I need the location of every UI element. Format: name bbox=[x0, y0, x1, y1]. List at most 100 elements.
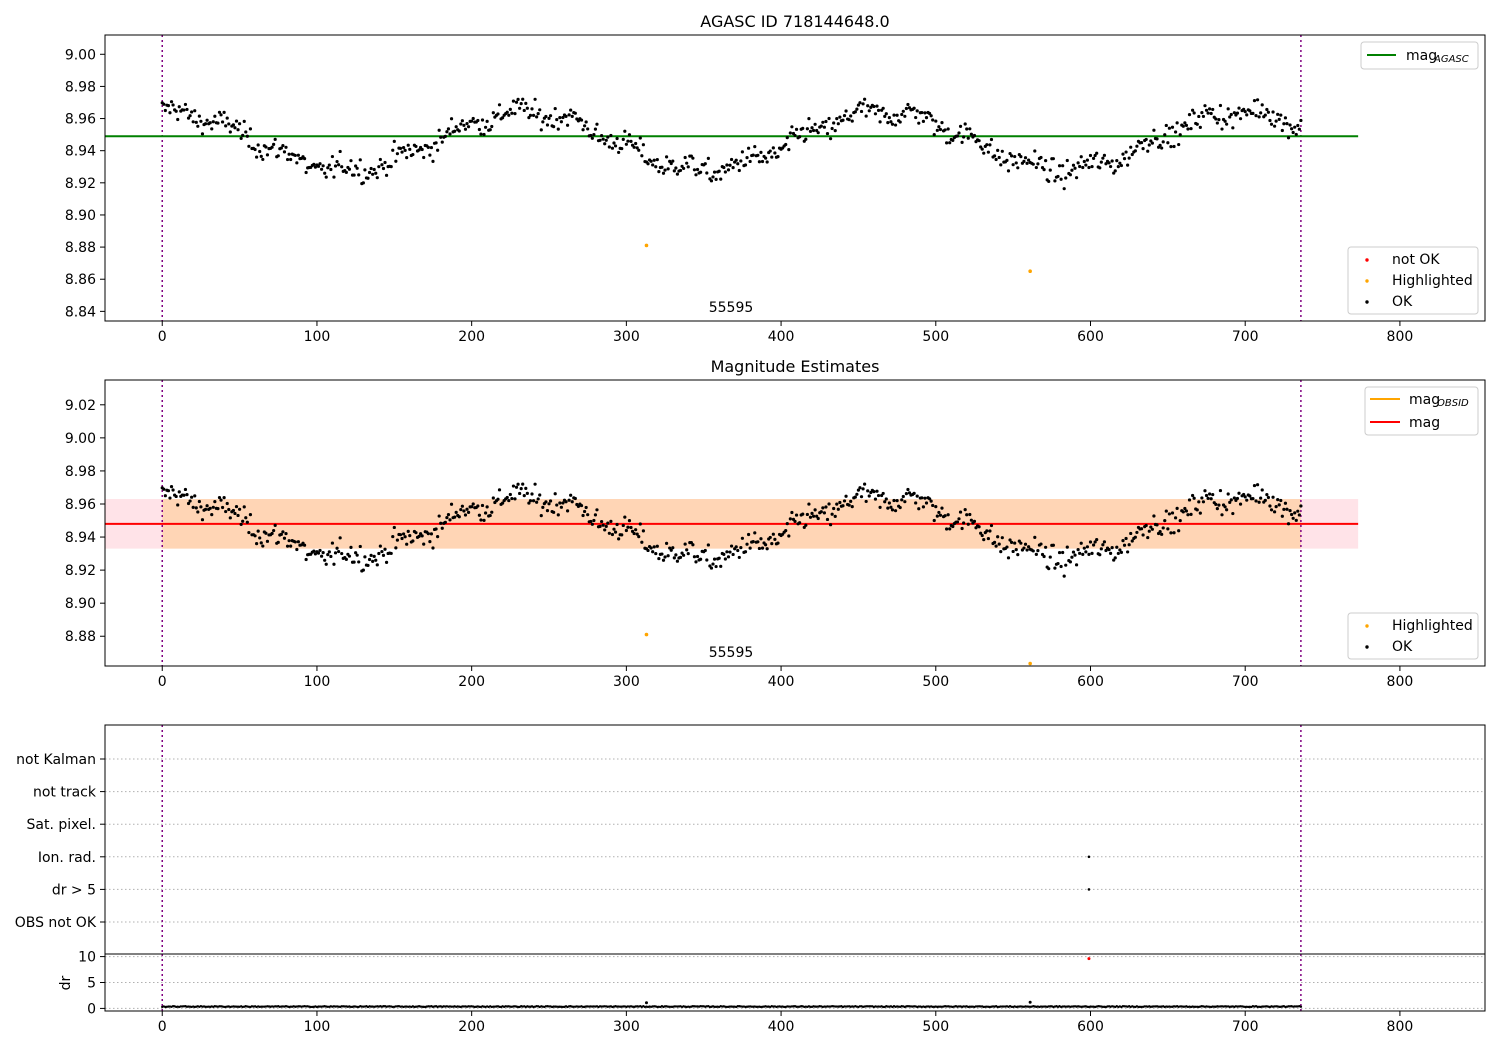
ok-point bbox=[197, 114, 201, 118]
ok-point bbox=[163, 108, 167, 113]
ok-point bbox=[186, 116, 191, 120]
ok-point bbox=[595, 508, 599, 512]
ok-point bbox=[864, 499, 868, 504]
ok-point bbox=[367, 557, 372, 562]
ok-point bbox=[706, 156, 710, 160]
ok-point bbox=[951, 138, 955, 143]
ok-point bbox=[906, 487, 910, 492]
ok-point bbox=[590, 522, 594, 526]
ok-point bbox=[559, 120, 563, 124]
ok-point bbox=[904, 492, 908, 496]
ok-point bbox=[225, 116, 229, 120]
ok-point bbox=[431, 159, 435, 163]
ok-point bbox=[513, 497, 517, 501]
ok-point bbox=[1172, 144, 1176, 149]
ok-point bbox=[426, 145, 430, 150]
ok-point bbox=[674, 166, 678, 170]
ok-point bbox=[723, 170, 727, 174]
ok-point bbox=[1033, 535, 1037, 539]
ok-point bbox=[335, 159, 339, 164]
ok-point bbox=[866, 489, 870, 493]
ok-point bbox=[1107, 161, 1111, 165]
ok-point bbox=[810, 511, 814, 515]
y-tick-label: 8.94 bbox=[65, 144, 96, 160]
ok-point bbox=[169, 100, 174, 104]
x-tick-label: 100 bbox=[304, 674, 331, 690]
ok-point bbox=[828, 137, 833, 141]
ok-point bbox=[1266, 110, 1271, 114]
ok-point bbox=[699, 170, 703, 174]
ok-point bbox=[1115, 545, 1119, 549]
ok-point bbox=[745, 156, 749, 160]
ok-point bbox=[363, 168, 367, 172]
ok-point bbox=[185, 493, 189, 497]
ok-point bbox=[1178, 133, 1182, 137]
ok-point bbox=[1198, 125, 1202, 130]
x-tick-label: 0 bbox=[158, 674, 167, 690]
ok-point bbox=[968, 127, 972, 131]
ok-point bbox=[1226, 107, 1230, 111]
ok-point bbox=[256, 143, 260, 147]
ok-point bbox=[333, 164, 338, 168]
ok-point bbox=[253, 147, 257, 152]
ok-point bbox=[790, 125, 794, 129]
y-tick-label: 8.94 bbox=[65, 530, 96, 546]
ok-point bbox=[1129, 531, 1133, 536]
ok-point bbox=[980, 533, 984, 538]
ok-point bbox=[1091, 543, 1096, 547]
ok-point bbox=[1197, 500, 1201, 504]
ok-point bbox=[1271, 110, 1275, 114]
ok-point bbox=[561, 115, 565, 120]
ok-point bbox=[674, 553, 678, 557]
ok-point bbox=[1186, 127, 1190, 131]
ok-point bbox=[224, 124, 228, 128]
ok-point bbox=[600, 134, 604, 138]
ok-point bbox=[196, 124, 200, 128]
ok-point bbox=[233, 511, 237, 516]
ok-point bbox=[957, 131, 961, 135]
ok-point bbox=[573, 496, 577, 501]
ok-point bbox=[1133, 149, 1137, 153]
ok-point bbox=[1144, 137, 1148, 142]
ok-point bbox=[1266, 495, 1271, 500]
ok-point bbox=[861, 102, 865, 106]
ok-point bbox=[329, 554, 333, 559]
ok-point bbox=[448, 518, 452, 522]
ok-point bbox=[1232, 496, 1236, 500]
ok-point bbox=[1257, 500, 1261, 504]
ok-point bbox=[304, 170, 308, 175]
ok-point bbox=[612, 527, 616, 531]
x-tick-label: 200 bbox=[458, 674, 485, 690]
ok-point bbox=[1217, 118, 1221, 122]
ok-point bbox=[501, 501, 505, 505]
ok-point bbox=[411, 152, 415, 157]
ok-point bbox=[1299, 504, 1303, 508]
ok-point bbox=[479, 518, 483, 522]
ok-point bbox=[746, 146, 751, 150]
ok-point bbox=[536, 112, 540, 116]
ok-point bbox=[511, 99, 516, 103]
ok-point bbox=[669, 161, 673, 166]
ok-point bbox=[304, 557, 308, 562]
ok-point bbox=[1293, 511, 1297, 515]
ok-point bbox=[737, 168, 741, 173]
ok-point bbox=[508, 107, 512, 111]
ok-point bbox=[811, 128, 816, 133]
ok-point bbox=[552, 510, 556, 514]
ok-point bbox=[398, 533, 403, 537]
ok-point bbox=[1283, 501, 1288, 505]
ok-point bbox=[683, 542, 687, 546]
ok-point bbox=[590, 136, 594, 140]
ok-point bbox=[657, 556, 661, 561]
ok-point bbox=[1191, 493, 1195, 498]
ok-point bbox=[437, 128, 441, 132]
ok-point bbox=[1282, 122, 1286, 126]
ok-point bbox=[405, 542, 409, 546]
ok-point bbox=[1272, 124, 1277, 128]
ok-point bbox=[332, 175, 336, 179]
ok-point bbox=[816, 516, 820, 521]
ok-point bbox=[878, 505, 882, 510]
ok-point bbox=[1277, 503, 1281, 507]
ok-point bbox=[691, 543, 695, 547]
ok-point bbox=[1129, 145, 1133, 149]
